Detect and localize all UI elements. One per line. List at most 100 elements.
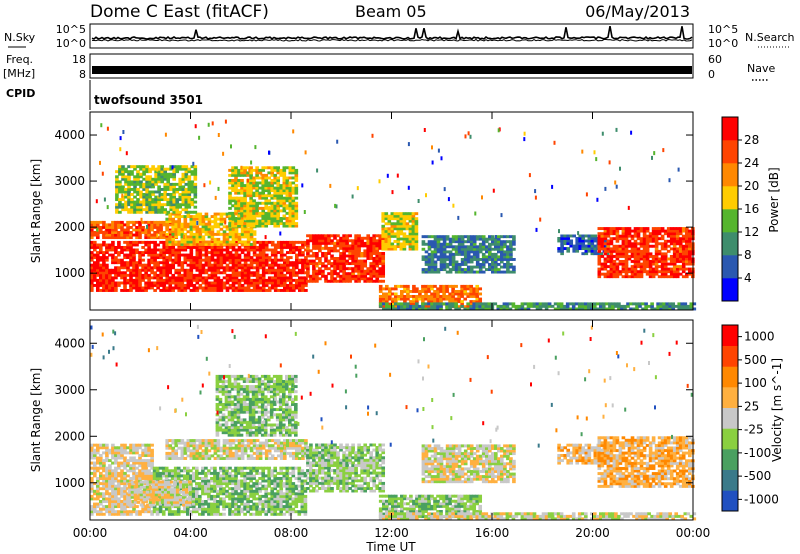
- heatmap-cell: [597, 247, 602, 251]
- heatmap-cell: [90, 510, 94, 514]
- heatmap-cell: [680, 307, 685, 311]
- heatmap-cell: [255, 281, 260, 285]
- heatmap-cell: [142, 185, 146, 189]
- heatmap-cell: [678, 242, 683, 246]
- heatmap-cell: [213, 251, 218, 255]
- heatmap-cell: [156, 278, 160, 282]
- heatmap-cell: [618, 270, 623, 274]
- heatmap-cell: [645, 249, 650, 253]
- heatmap-cell: [255, 166, 259, 170]
- heatmap-cell: [609, 255, 614, 258]
- heatmap-cell: [160, 175, 165, 179]
- date-title: 06/May/2013: [585, 2, 690, 21]
- heatmap-cell: [505, 304, 510, 308]
- heatmap-cell: [160, 167, 165, 171]
- heatmap-cell: [357, 269, 361, 273]
- heatmap-cell: [124, 188, 128, 191]
- heatmap-cell: [369, 257, 374, 260]
- heatmap-cell: [177, 263, 182, 267]
- heatmap-cell: [273, 246, 278, 249]
- heatmap-cell: [485, 245, 489, 249]
- heatmap-cell: [285, 219, 290, 223]
- heatmap-cell: [255, 276, 260, 280]
- heatmap-cell: [105, 281, 109, 285]
- heatmap-cell: [260, 171, 263, 176]
- heatmap-cell: [363, 264, 368, 268]
- heatmap-cell: [115, 190, 119, 194]
- heatmap-cell: [559, 302, 564, 306]
- heatmap-cell: [222, 151, 225, 156]
- heatmap-cell: [195, 268, 200, 272]
- heatmap-cell: [246, 256, 251, 260]
- heatmap-cell: [294, 206, 299, 210]
- heatmap-cell: [633, 260, 638, 263]
- heatmap-cell: [345, 241, 349, 245]
- heatmap-cell: [288, 222, 293, 226]
- heatmap-cell: [472, 258, 477, 261]
- heatmap-cell: [102, 497, 106, 501]
- heatmap-cell: [288, 219, 293, 223]
- heatmap-cell: [312, 272, 316, 276]
- heatmap-cell: [609, 229, 614, 233]
- heatmap-cell: [178, 198, 183, 202]
- heatmap-cell: [171, 232, 176, 236]
- heatmap-cell: [644, 307, 648, 311]
- heatmap-cell: [494, 268, 498, 272]
- heatmap-cell: [279, 243, 284, 247]
- heatmap-cell: [252, 246, 257, 249]
- heatmap-cell: [672, 265, 677, 269]
- heatmap-cell: [153, 263, 157, 267]
- heatmap-cell: [249, 281, 254, 285]
- heatmap-cell: [321, 264, 325, 268]
- heatmap-cell: [615, 229, 620, 233]
- heatmap-cell: [618, 234, 623, 238]
- heatmap-cell: [642, 257, 647, 261]
- heatmap-cell: [433, 297, 437, 301]
- heatmap-cell: [270, 189, 275, 193]
- heatmap-cell: [234, 240, 239, 244]
- heatmap-cell: [436, 240, 441, 244]
- heatmap-cell: [130, 165, 134, 169]
- heatmap-cell: [195, 235, 200, 239]
- heatmap-cell: [204, 268, 209, 272]
- heatmap-cell: [414, 229, 419, 233]
- heatmap-cell: [448, 255, 453, 259]
- heatmap-cell: [157, 180, 161, 184]
- heatmap-cell: [243, 214, 247, 218]
- heatmap-cell: [255, 209, 259, 213]
- heatmap-cell: [105, 443, 109, 447]
- heatmap-cell: [360, 254, 364, 258]
- heatmap-cell: [408, 234, 413, 238]
- heatmap-cell: [151, 200, 155, 204]
- heatmap-cell: [436, 307, 440, 311]
- heatmap-cell: [630, 267, 635, 271]
- heatmap-cell: [457, 265, 462, 269]
- heatmap-cell: [150, 286, 154, 290]
- heatmap-cell: [357, 236, 361, 240]
- heatmap-cell: [123, 248, 127, 252]
- heatmap-cell: [162, 286, 167, 290]
- heatmap-cell: [294, 168, 299, 172]
- heatmap-cell: [306, 279, 310, 283]
- heatmap-cell: [240, 289, 245, 292]
- heatmap-cell: [193, 165, 198, 169]
- heatmap-cell: [174, 281, 179, 285]
- heatmap-cell: [204, 281, 209, 285]
- heatmap-cell: [596, 307, 600, 311]
- heatmap-cell: [145, 205, 149, 209]
- heatmap-cell: [117, 446, 121, 450]
- heatmap-cell: [433, 263, 438, 266]
- heatmap-cell: [189, 243, 194, 246]
- heatmap-cell: [609, 242, 614, 246]
- heatmap-cell: [387, 242, 392, 246]
- heatmap-cell: [624, 262, 629, 266]
- heatmap-cell: [108, 273, 112, 277]
- heatmap-cell: [267, 271, 272, 275]
- heatmap-cell: [454, 307, 458, 311]
- heatmap-cell: [424, 263, 429, 266]
- heatmap-cell: [472, 250, 477, 254]
- heatmap-cell: [457, 268, 462, 272]
- heatmap-cell: [228, 194, 232, 198]
- heatmap-cell: [120, 502, 124, 506]
- heatmap-cell: [172, 193, 177, 196]
